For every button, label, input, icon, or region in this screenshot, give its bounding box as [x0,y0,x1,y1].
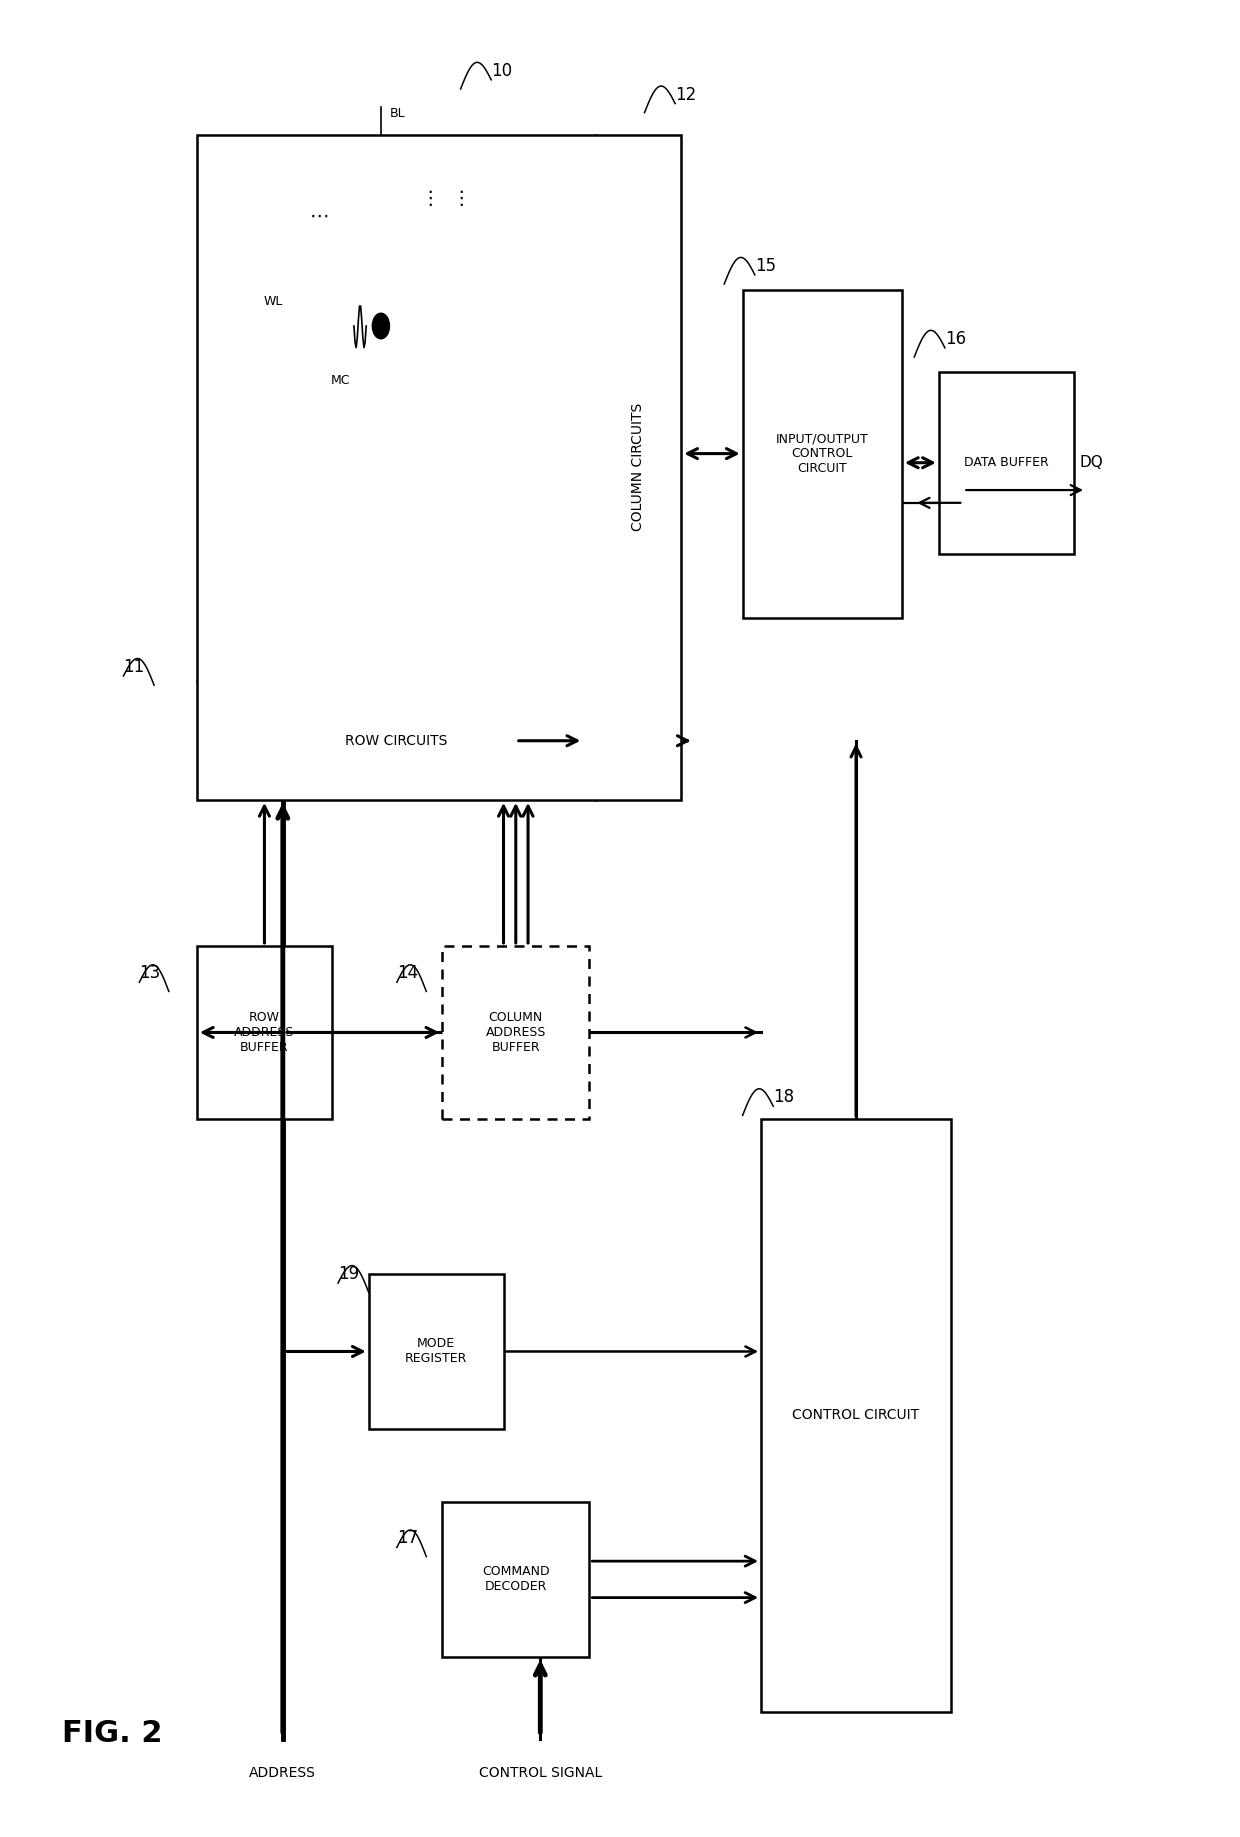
Bar [761,1119,951,1712]
Text: COLUMN
ADDRESS
BUFFER: COLUMN ADDRESS BUFFER [486,1010,546,1054]
Text: 19: 19 [339,1266,360,1282]
Text: BL: BL [389,107,405,119]
Bar [443,946,589,1119]
Text: 12: 12 [675,86,697,103]
Text: MC: MC [331,375,350,388]
Text: WL: WL [263,294,283,309]
Bar [197,946,332,1119]
Bar [443,1503,589,1657]
Text: 16: 16 [945,331,966,347]
Text: 18: 18 [774,1088,795,1106]
Text: COMMAND
DECODER: COMMAND DECODER [482,1565,549,1593]
Bar [939,371,1074,555]
Text: CONTROL SIGNAL: CONTROL SIGNAL [479,1765,601,1780]
Text: 10: 10 [491,62,512,79]
Text: COLUMN CIRCUITS: COLUMN CIRCUITS [631,402,645,531]
Text: ⋮: ⋮ [451,189,470,208]
Text: 14: 14 [397,964,418,983]
Text: ROW
ADDRESS
BUFFER: ROW ADDRESS BUFFER [234,1010,295,1054]
Text: 17: 17 [397,1530,418,1547]
Text: MODE
REGISTER: MODE REGISTER [405,1337,467,1365]
Bar [743,290,901,617]
Bar [368,1275,503,1429]
Text: DQ: DQ [1080,456,1104,470]
Text: ⋮: ⋮ [420,189,440,208]
Text: ROW CIRCUITS: ROW CIRCUITS [345,733,448,748]
Text: CONTROL CIRCUIT: CONTROL CIRCUIT [792,1409,920,1422]
Text: FIG. 2: FIG. 2 [62,1719,162,1749]
Text: 13: 13 [139,964,161,983]
Text: INPUT/OUTPUT
CONTROL
CIRCUIT: INPUT/OUTPUT CONTROL CIRCUIT [776,432,869,476]
Bar [197,134,681,799]
Text: ⋯: ⋯ [310,208,330,226]
Text: 15: 15 [755,257,776,276]
Text: DATA BUFFER: DATA BUFFER [963,456,1049,468]
Circle shape [372,314,389,338]
Text: ADDRESS: ADDRESS [249,1765,316,1780]
Text: 11: 11 [124,658,145,676]
